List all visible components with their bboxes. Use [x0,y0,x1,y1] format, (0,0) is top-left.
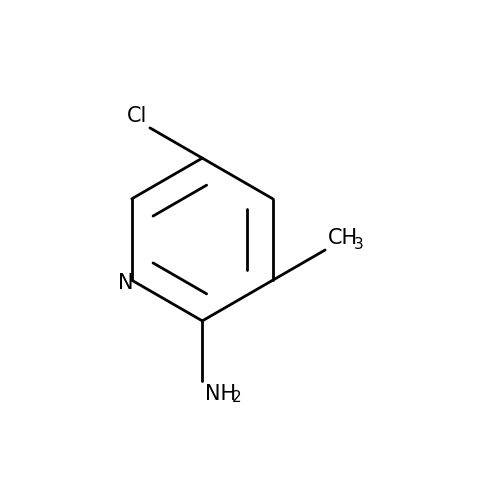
Text: Cl: Cl [127,105,148,125]
Text: 3: 3 [354,237,363,252]
Text: NH: NH [205,384,236,404]
Text: CH: CH [328,228,358,248]
Text: N: N [118,273,134,293]
Text: 2: 2 [231,390,241,405]
